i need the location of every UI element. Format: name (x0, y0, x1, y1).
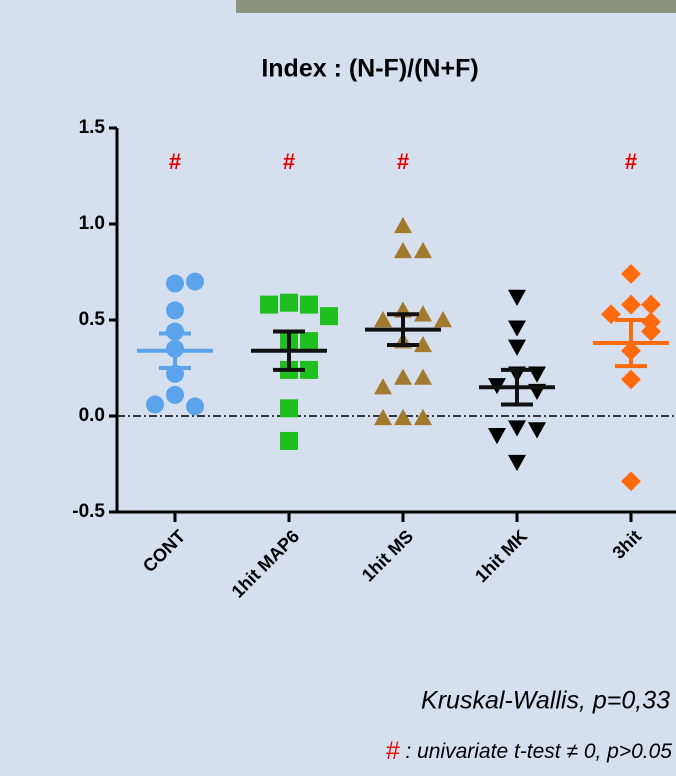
dot (320, 307, 338, 326)
dot (394, 216, 412, 234)
significance-marker: # (625, 149, 637, 174)
dot (300, 332, 318, 351)
footnote: Kruskal-Wallis, p=0,33 (421, 687, 670, 715)
dot (621, 294, 641, 315)
note-text: : univariate t-test ≠ 0, p>0.05 (400, 740, 673, 763)
dot (508, 320, 526, 337)
y-tick-label: 0.5 (79, 309, 106, 330)
dot (280, 399, 298, 418)
dot (394, 408, 412, 426)
dot (166, 301, 184, 320)
significance-marker: # (283, 149, 295, 174)
y-tick-label: 1.5 (79, 117, 106, 138)
dot (414, 335, 432, 353)
dot (374, 378, 392, 395)
dot (260, 295, 278, 314)
significance-note: # : univariate t-test ≠ 0, p>0.05 (386, 737, 673, 765)
dot (280, 293, 298, 312)
photo-strip (236, 0, 676, 13)
dot (300, 360, 318, 379)
dot (166, 385, 184, 404)
significance-marker: # (169, 149, 181, 174)
dot (280, 431, 298, 450)
chart-title: Index : (N-F)/(N+F) (261, 55, 478, 83)
dot (621, 264, 641, 284)
y-tick-label: -0.5 (72, 501, 105, 522)
dot (374, 311, 392, 328)
dot (641, 321, 661, 342)
dot (186, 272, 204, 291)
dot (508, 289, 526, 306)
dot (146, 395, 164, 414)
dot (414, 408, 432, 426)
dot (508, 339, 526, 356)
dot (394, 368, 412, 385)
dot (414, 241, 432, 259)
dot (394, 241, 412, 259)
y-tick-label: 0.0 (79, 405, 105, 426)
dot (374, 408, 392, 426)
dot (621, 369, 641, 390)
dot (434, 311, 452, 328)
dot (414, 305, 432, 322)
note-marker: # (386, 737, 401, 765)
dot (508, 454, 526, 472)
dot (621, 471, 641, 492)
dot (300, 295, 318, 314)
dot (528, 422, 546, 439)
dot (414, 368, 432, 385)
dot (508, 420, 526, 437)
dot (186, 397, 204, 416)
significance-marker: # (397, 149, 409, 174)
y-tick-label: 1.0 (79, 213, 105, 234)
dot (488, 428, 506, 445)
dot (166, 274, 184, 293)
dot (641, 294, 661, 315)
